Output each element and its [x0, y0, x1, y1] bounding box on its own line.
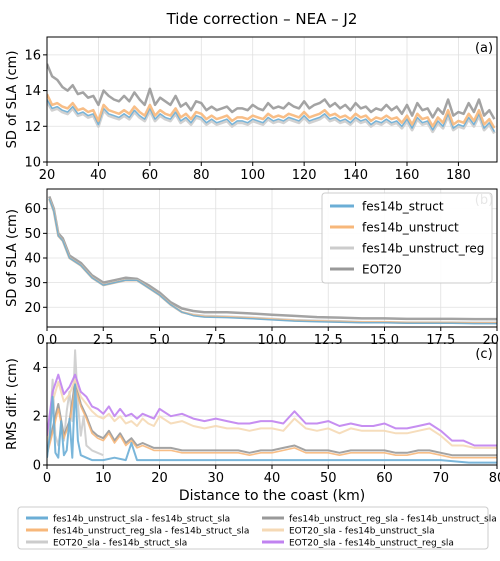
x-tick-label: 40 — [264, 471, 281, 486]
x-tick-label: 40 — [90, 168, 107, 183]
x-tick-label: 50 — [320, 471, 337, 486]
legend-label: EOT20_sla - fes14b_unstruct_reg_sla — [289, 539, 454, 549]
legend-label: fes14b_unstruct_reg — [362, 242, 484, 256]
x-tick-label: 5.0 — [149, 333, 170, 348]
legend: fes14b_struct fes14b_unstruct fes14b_unstr… — [321, 192, 493, 284]
x-tick-label: 180 — [446, 168, 471, 183]
panel-b: 0.0 2.5 5.0 7.5 10.0 12.5 15.0 17.5 20.0 20 30 40 50… — [5, 188, 500, 348]
x-tick-label: 80 — [489, 471, 500, 486]
legend-bottom: fes14b_unstruct_sla - fes14b_struct_slaf… — [17, 506, 497, 550]
y-tick-label: 30 — [24, 276, 41, 291]
x-tick-label: 120 — [292, 168, 317, 183]
figure-title: Tide correction – NEA – J2 — [166, 10, 358, 28]
panel-c: 0 10 20 30 40 50 60 70 80 0 2 4 RMS diff. (cm) Distan… — [5, 342, 500, 504]
y-tick-label: 40 — [24, 252, 41, 267]
x-tick-label: 100 — [240, 168, 265, 183]
legend-label: fes14b_unstruct_sla - fes14b_struct_sla — [53, 515, 230, 525]
x-tick-label: 140 — [343, 168, 368, 183]
y-axis-label: SD of SLA (cm) — [5, 209, 20, 307]
series-line-c-4 — [47, 373, 497, 447]
series-line-c-3 — [47, 378, 497, 449]
series-line-c-5 — [47, 383, 497, 464]
y-tick-label: 60 — [24, 202, 41, 217]
x-tick-label: 12.5 — [314, 333, 343, 348]
legend-label: fes14b_unstruct — [362, 221, 459, 235]
y-tick-label: 10 — [24, 156, 41, 171]
y-tick-label: 50 — [24, 227, 41, 242]
legend-label: fes14b_unstruct_reg_sla - fes14b_struct_… — [53, 527, 249, 537]
legend-label: EOT20_sla - fes14b_unstruct_sla — [289, 527, 435, 537]
series-line-b-3 — [48, 198, 497, 325]
y-tick-label: 16 — [24, 48, 41, 63]
axes-frame — [46, 36, 498, 163]
series-line-a-3 — [47, 63, 496, 120]
x-tick-label: 15.0 — [370, 333, 399, 348]
x-tick-label: 10 — [95, 471, 112, 486]
x-tick-label: 80 — [193, 168, 210, 183]
y-axis-label: RMS diff. (cm) — [5, 358, 20, 450]
x-tick-label: 10.0 — [258, 333, 287, 348]
x-tick-label: 0 — [43, 471, 51, 486]
x-tick-label: 30 — [207, 471, 224, 486]
y-tick-label: 14 — [24, 84, 41, 99]
x-tick-label: 7.5 — [205, 333, 226, 348]
y-tick-label: 0 — [33, 459, 41, 474]
series-line-c-2 — [47, 386, 497, 459]
x-tick-label: 0.0 — [37, 333, 58, 348]
x-tick-label: 20 — [39, 168, 56, 183]
legend-box — [321, 192, 493, 284]
x-tick-label: 20 — [151, 471, 168, 486]
panel-label: (c) — [475, 347, 492, 362]
panel-a: 20 40 60 80 100 120 140 160 180 10 12 14 16 SD of SLA… — [5, 36, 498, 183]
legend-box — [17, 506, 489, 550]
y-tick-label: 4 — [33, 361, 41, 376]
legend-label: EOT20 — [362, 263, 402, 277]
x-tick-label: 17.5 — [426, 333, 455, 348]
legend-label: fes14b_struct — [362, 200, 444, 214]
series-line-a-2 — [47, 93, 496, 129]
legend-label: fes14b_unstruct_reg_sla - fes14b_unstruc… — [289, 515, 497, 525]
x-tick-label: 60 — [142, 168, 159, 183]
series-line-a-1 — [47, 99, 496, 132]
panel-label: (a) — [475, 41, 493, 56]
y-tick-label: 12 — [24, 120, 41, 135]
y-tick-label: 2 — [33, 410, 41, 425]
x-tick-label: 60 — [376, 471, 393, 486]
y-tick-label: 20 — [24, 301, 41, 316]
series-line-a-0 — [47, 100, 496, 135]
x-tick-label: 20.0 — [483, 333, 500, 348]
x-tick-label: 160 — [395, 168, 420, 183]
series-line-c-1 — [47, 381, 497, 457]
legend-label: EOT20_sla - fes14b_struct_sla — [53, 539, 187, 549]
x-tick-label: 70 — [432, 471, 449, 486]
x-axis-label: Distance to the coast (km) — [179, 488, 365, 504]
x-tick-label: 2.5 — [93, 333, 114, 348]
series-line-b-0 — [48, 195, 497, 321]
y-axis-label: SD of SLA (cm) — [5, 51, 20, 149]
